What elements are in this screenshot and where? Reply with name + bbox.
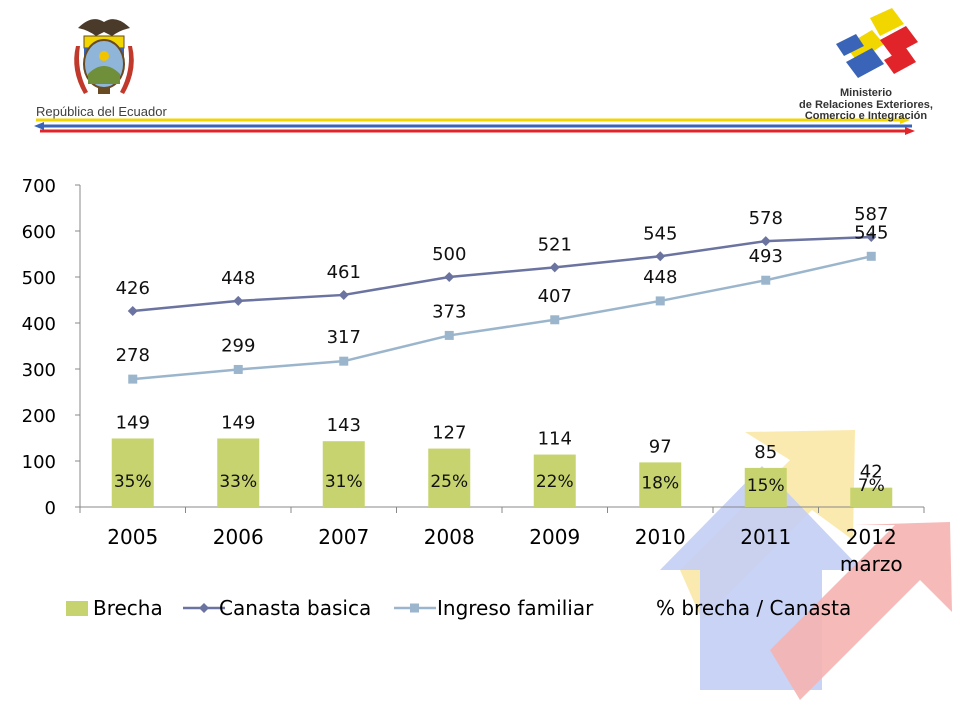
brecha-value-label: 149 — [221, 412, 255, 433]
y-tick-label: 0 — [45, 498, 56, 519]
ingreso-familiar-point — [444, 330, 454, 340]
canasta-basica-point — [444, 272, 455, 282]
canasta-basica-point — [338, 289, 349, 300]
decorative-arrows — [660, 430, 952, 700]
chart-legend: Brecha Canasta basica Ingreso familiar % br… — [66, 596, 851, 620]
brecha-value-label: 127 — [432, 423, 466, 444]
x-tick-label: 2011 — [740, 525, 791, 549]
ingreso-value-label: 373 — [432, 301, 466, 322]
legend-swatch-ingreso-marker — [410, 603, 419, 613]
brecha-value-label: 114 — [538, 429, 572, 450]
canasta-basica-point — [760, 236, 771, 247]
y-tick-label: 100 — [22, 452, 56, 473]
pct-brecha-label: 22% — [536, 472, 574, 492]
legend-label-canasta: Canasta basica — [219, 596, 371, 620]
ministry-name-line-1: Ministerio — [840, 87, 892, 99]
canasta-basica-point — [127, 306, 138, 317]
canasta-basica-point — [655, 251, 666, 262]
ingreso-value-label: 448 — [643, 267, 677, 288]
y-tick-label: 600 — [22, 222, 56, 243]
canasta-value-label: 587 — [854, 204, 888, 225]
ingreso-familiar-point — [233, 364, 243, 374]
ingreso-value-label: 317 — [327, 327, 361, 348]
x-tick-label: 2010 — [635, 525, 686, 549]
header-stripes — [34, 116, 915, 135]
bar-brecha — [428, 448, 471, 507]
canasta-value-label: 521 — [538, 234, 572, 255]
bar-brecha — [111, 438, 154, 507]
ingreso-value-label: 407 — [538, 286, 572, 307]
y-tick-label: 300 — [22, 360, 56, 381]
bar-brecha — [533, 454, 576, 507]
canasta-value-label: 545 — [643, 223, 677, 244]
pct-brecha-label: 35% — [114, 472, 152, 492]
ingreso-familiar-point — [655, 296, 665, 306]
canasta-value-label: 461 — [327, 262, 361, 283]
brecha-value-label: 85 — [754, 442, 777, 463]
ingreso-familiar-point — [866, 251, 876, 261]
brecha-value-label: 97 — [649, 436, 672, 457]
legend-label-pct: % brecha / Canasta — [656, 596, 851, 620]
y-tick-label: 400 — [22, 314, 56, 335]
deco-arrow-red — [770, 522, 952, 700]
y-tick-label: 200 — [22, 406, 56, 427]
pct-brecha-label: 7% — [858, 476, 885, 496]
pct-brecha-label: 18% — [641, 473, 679, 493]
ingreso-value-label: 299 — [221, 335, 255, 356]
x-tick-label: 2012 — [846, 525, 897, 549]
chart-area: 0 100 200 300 400 500 600 700 2005 2006 2007 2008 20… — [22, 176, 952, 700]
pct-brecha-label: 31% — [325, 472, 363, 492]
x-tick-label: marzo — [840, 552, 903, 576]
bar-brecha — [744, 467, 787, 507]
canasta-basica-point — [549, 262, 560, 273]
ingreso-familiar-point — [128, 374, 138, 384]
ministry-name-line-2: de Relaciones Exteriores, — [799, 99, 933, 111]
x-tick-label: 2007 — [318, 525, 369, 549]
ingreso-value-label: 278 — [116, 345, 150, 366]
legend-label-brecha: Brecha — [93, 596, 163, 620]
x-tick-label: 2008 — [424, 525, 475, 549]
y-tick-label: 500 — [22, 268, 56, 289]
data-labels: 426 448 461 500 521 545 578 587 278 299 317 373 407 4… — [114, 204, 889, 496]
canasta-value-label: 500 — [432, 244, 466, 265]
pct-brecha-label: 33% — [219, 472, 257, 492]
canasta-value-label: 448 — [221, 268, 255, 289]
republic-label: República del Ecuador — [36, 104, 167, 119]
legend-label-ingreso: Ingreso familiar — [437, 596, 594, 620]
y-tick-label: 700 — [22, 176, 56, 197]
x-tick-label: 2005 — [107, 525, 158, 549]
bar-brecha — [850, 487, 893, 507]
canasta-basica-point — [233, 295, 244, 306]
legend-swatch-canasta-marker — [199, 603, 209, 613]
canasta-basica-line — [132, 235, 872, 313]
pct-brecha-label: 15% — [747, 476, 785, 496]
x-tick-label: 2009 — [529, 525, 580, 549]
ministry-logo: Ministerio de Relaciones Exteriores, Com… — [799, 8, 933, 122]
ingreso-familiar-point — [761, 275, 771, 285]
brecha-value-label: 149 — [116, 412, 150, 433]
ingreso-value-label: 493 — [749, 246, 783, 267]
ingreso-familiar-line — [132, 255, 872, 381]
ingreso-value-label: 545 — [854, 222, 888, 243]
ingreso-familiar-point — [550, 315, 560, 325]
x-tick-label: 2006 — [213, 525, 264, 549]
canasta-value-label: 578 — [749, 208, 783, 229]
brecha-bars — [111, 438, 893, 507]
bar-brecha — [639, 462, 682, 507]
coat-of-arms-logo — [74, 19, 134, 94]
ministry-name-line-3: Comercio e Integración — [805, 110, 928, 122]
bar-brecha — [217, 438, 260, 507]
canasta-basica-point — [866, 231, 877, 242]
bar-brecha — [322, 441, 365, 507]
brecha-value-label: 42 — [860, 462, 883, 483]
header-banner: Ministerio de Relaciones Exteriores, Com… — [34, 8, 933, 135]
brecha-value-label: 143 — [327, 415, 361, 436]
canasta-value-label: 426 — [116, 278, 150, 299]
ingreso-familiar-point — [339, 356, 349, 366]
legend-swatch-brecha — [66, 601, 88, 616]
series-lines — [127, 231, 877, 384]
pct-brecha-label: 25% — [430, 472, 468, 492]
